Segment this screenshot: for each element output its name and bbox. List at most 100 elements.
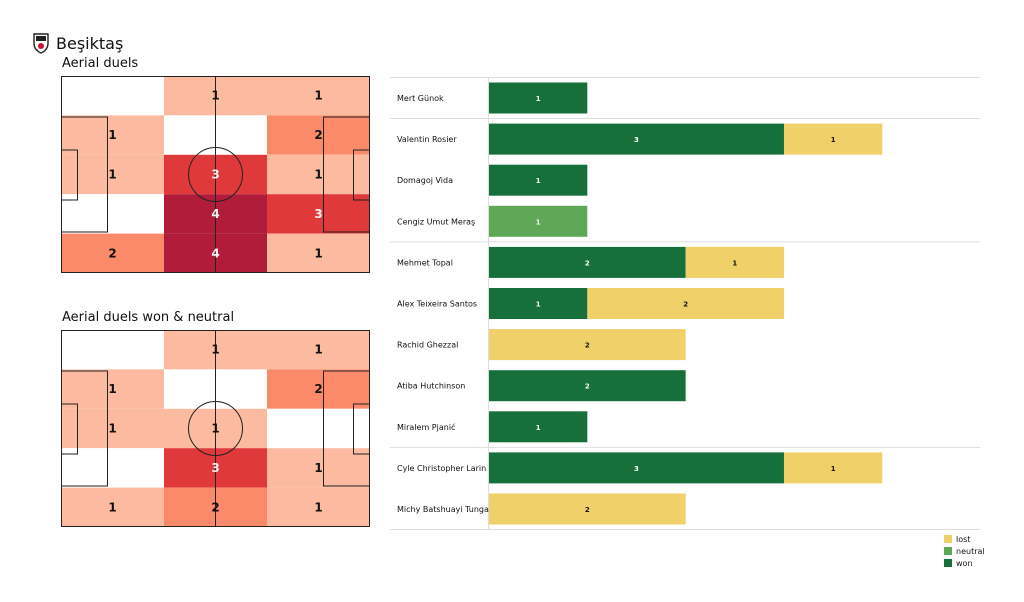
- bar-segment-lost: [587, 288, 784, 319]
- player-label: Domagoj Vida: [397, 176, 453, 185]
- heatmap-cell-label: 1: [108, 382, 116, 396]
- player-duels-bar-chart: Mert Günok 1 Valentin Rosier 3 1 Domagoj Vida…: [390, 76, 980, 531]
- bar-segment-won: [489, 370, 686, 402]
- heatmap-cell-label: 1: [108, 168, 116, 182]
- center-circle: [188, 147, 243, 202]
- bar-segment-label: 1: [536, 424, 541, 432]
- heatmap-cell: [61, 448, 164, 488]
- heatmap-cell-label: 1: [108, 128, 116, 142]
- player-label: Cengiz Umut Meraş: [397, 217, 475, 226]
- player-label: Michy Batshuayi Tunga: [397, 505, 489, 514]
- bar-segment-lost: [489, 329, 686, 361]
- pitch-heatmap-aerial-duels: 1 1 1 2 1 3 1 4 3 2 4 1: [61, 76, 370, 273]
- heatmap-cell: [61, 487, 164, 527]
- heatmap-cell: [61, 330, 164, 370]
- bar-segment-won: [489, 246, 686, 278]
- player-label: Cyle Christopher Larin: [397, 464, 486, 473]
- heatmap-cell: [61, 154, 164, 195]
- player-label: Mert Günok: [397, 94, 444, 103]
- heatmap-cell-label: 1: [211, 343, 219, 357]
- heatmap-cell-label: 4: [211, 207, 219, 221]
- heatmap-cell: [267, 330, 370, 370]
- heatmap-cell-label: 1: [314, 89, 322, 103]
- bar-segment-won: [489, 288, 588, 319]
- bar-segment-label: 1: [536, 301, 541, 309]
- heatmap-cell-label: 1: [314, 168, 322, 182]
- heatmap-cell: [61, 115, 164, 155]
- heatmap-cell-label: 1: [314, 343, 322, 357]
- heatmap-cell-label: 4: [211, 246, 219, 260]
- heatmap-cell-label: 1: [108, 500, 116, 514]
- bar-segment-label: 3: [634, 465, 639, 473]
- pitch-heatmap-svg: 1 1 1 2 1 3 1 4 3 2 4 1: [61, 76, 370, 273]
- heatmap-cell: [267, 115, 370, 155]
- bar-segment-won: [489, 452, 784, 484]
- bar-segment-label: 1: [536, 95, 541, 103]
- heatmap-cell-label: 2: [211, 500, 219, 514]
- heatmap-cell-label: 3: [314, 207, 322, 221]
- heatmap-cell: [267, 194, 370, 234]
- legend-item-neutral: neutral: [944, 545, 985, 557]
- player-label: Miralem Pjanić: [397, 422, 455, 432]
- bar-segment-label: 3: [634, 136, 639, 144]
- team-header: Beşiktaş: [32, 30, 123, 56]
- heatmap-title-aerial-duels-won-neutral: Aerial duels won & neutral: [62, 310, 235, 325]
- heatmap-cell-label: 1: [211, 422, 219, 436]
- center-circle: [188, 401, 243, 456]
- heatmap-cell-label: 2: [108, 246, 116, 260]
- legend-swatch: [944, 535, 952, 543]
- player-label: Valentin Rosier: [397, 135, 457, 144]
- right-goal-box: [353, 403, 370, 455]
- player-label: Rachid Ghezzal: [397, 341, 458, 350]
- team-name: Beşiktaş: [56, 33, 124, 53]
- left-goal-box: [61, 149, 78, 201]
- bar-segment-label: 2: [585, 383, 590, 391]
- bar-segment-label: 2: [585, 342, 590, 350]
- heatmap-cell-label: 1: [314, 500, 322, 514]
- bar-segment-label: 1: [536, 177, 541, 185]
- heatmap-cell-label: 1: [314, 461, 322, 475]
- player-label: Alex Teixeira Santos: [397, 300, 477, 309]
- heatmap-cell: [61, 233, 164, 273]
- right-goal-box: [353, 149, 370, 201]
- bar-segment-won: [489, 123, 784, 155]
- heatmap-cell-label: 1: [108, 422, 116, 436]
- player-label: Atiba Hutchinson: [397, 382, 465, 391]
- heatmap-cell: [61, 408, 164, 449]
- heatmap-cell: [267, 487, 370, 527]
- bar-segment-lost: [489, 493, 686, 525]
- bar-segment-won: [489, 164, 588, 196]
- legend-item-won: won: [944, 557, 985, 569]
- legend-swatch: [944, 547, 952, 555]
- bar-segment-neutral: [489, 205, 588, 237]
- left-goal-box: [61, 403, 78, 455]
- legend-swatch: [944, 559, 952, 567]
- heatmap-cell-label: 3: [211, 461, 219, 475]
- bar-segment-won: [489, 411, 588, 443]
- heatmap-cell: [61, 369, 164, 409]
- bar-segment-label: 1: [536, 218, 541, 226]
- legend-item-lost: lost: [944, 533, 985, 545]
- bar-segment-label: 1: [732, 259, 737, 267]
- heatmap-cell-label: 3: [211, 168, 219, 182]
- heatmap-cell-label: 2: [314, 382, 322, 396]
- legend-label: won: [956, 558, 973, 568]
- heatmap-cell: [61, 194, 164, 234]
- bar-segment-won: [489, 82, 588, 114]
- pitch-heatmap-svg: 1 1 1 2 1 1 3 1 1 2 1: [61, 330, 370, 527]
- heatmap-cell: [267, 408, 370, 449]
- legend: lost neutral won: [944, 533, 985, 569]
- bar-segment-lost: [783, 123, 883, 155]
- heatmap-cell-label: 2: [314, 128, 322, 142]
- heatmap-cell-label: 1: [314, 246, 322, 260]
- bar-segment-label: 2: [585, 506, 590, 514]
- player-label: Mehmet Topal: [397, 258, 453, 267]
- heatmap-cell: [267, 448, 370, 488]
- legend-label: lost: [956, 534, 971, 544]
- bar-segment-label: 2: [683, 301, 688, 309]
- heatmap-cell: [267, 233, 370, 273]
- heatmap-cell: [61, 76, 164, 116]
- heatmap-title-aerial-duels: Aerial duels: [62, 56, 139, 71]
- heatmap-cell: [267, 369, 370, 409]
- bar-segment-lost: [685, 246, 784, 278]
